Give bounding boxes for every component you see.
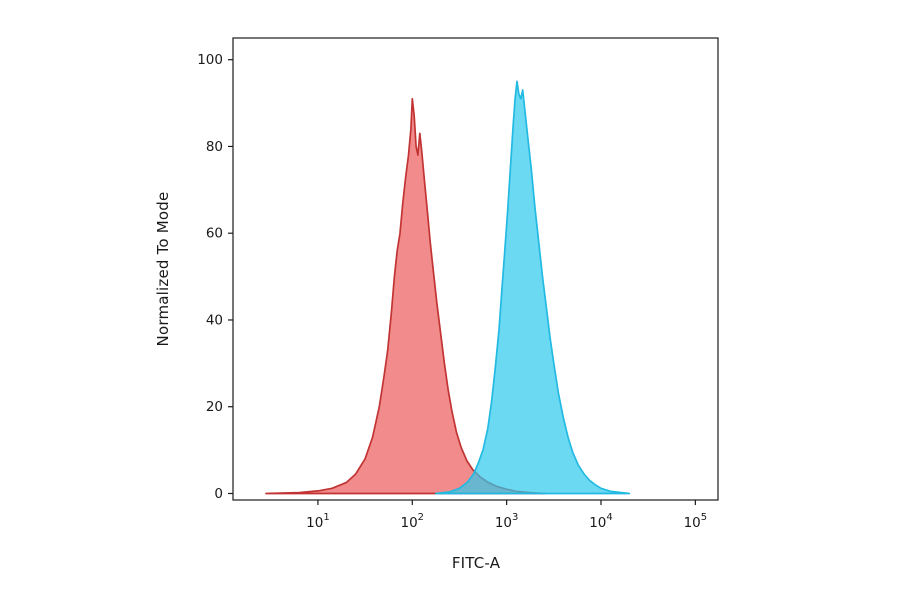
series-group [265,80,631,495]
y-tick-label: 60 [206,226,223,242]
x-axis-ticks: 101 102 103 104 105 [306,500,707,531]
x-tick-label: 103 [495,512,519,531]
plot-border [232,37,719,501]
y-axis-ticks: 0 20 40 60 80 100 [197,52,233,502]
y-tick-label: 80 [206,139,223,155]
x-tick-label: 102 [400,512,424,531]
x-tick-label: 101 [306,512,330,531]
y-tick-label: 40 [206,312,223,328]
x-tick-label: 104 [589,512,613,531]
y-tick-label: 100 [197,52,223,68]
x-axis-title: FITC-A [451,554,501,572]
y-tick-label: 0 [214,486,223,502]
y-axis-title: Normalized To Mode [154,191,172,347]
cyan-population-area [435,80,631,495]
y-tick-label: 20 [206,399,223,415]
x-tick-label: 105 [684,512,708,531]
